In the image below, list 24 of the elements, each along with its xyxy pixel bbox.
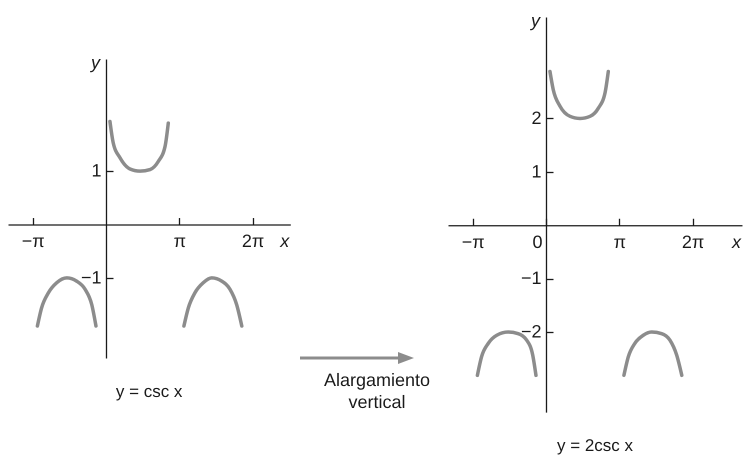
y-tick-label: −1 [80, 268, 102, 288]
y-tick-label: 1 [91, 161, 102, 182]
line-series [108, 120, 170, 174]
x-axis-title: x [279, 231, 290, 252]
line-series [182, 276, 244, 328]
x-tick-label: 2π [682, 231, 704, 252]
x-tick-label: 2π [242, 231, 264, 252]
x-axis-title: x [730, 231, 742, 252]
line-series [622, 330, 684, 377]
text: y = 2csc x [557, 436, 634, 455]
text: y = csc x [116, 382, 183, 402]
x-tick-label: π [614, 231, 626, 252]
x-tick-label: π [174, 231, 186, 252]
y-axis-title: y [88, 52, 101, 73]
x-tick-label: 0 [532, 231, 543, 252]
y-tick-label: 2 [531, 108, 542, 128]
y-axis-title: y [528, 10, 541, 30]
line-series [548, 69, 610, 120]
x-tick-label: −π [22, 231, 45, 252]
text: Alargamiento vertical [322, 369, 432, 413]
y-tick-label: −2 [520, 321, 542, 342]
x-tick-label: −π [462, 231, 485, 252]
y-tick-label: −1 [520, 268, 542, 288]
y-tick-label: 1 [531, 161, 542, 182]
